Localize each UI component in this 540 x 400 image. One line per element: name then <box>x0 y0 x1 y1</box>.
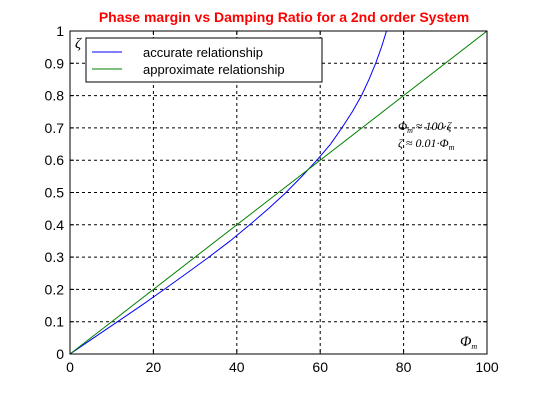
y-tick-label: 0 <box>56 346 64 362</box>
legend-box <box>85 37 323 83</box>
x-tick-label: 20 <box>146 359 162 375</box>
y-tick-label: 0.1 <box>45 314 65 330</box>
x-axis-label: Φm <box>460 334 477 351</box>
x-tick-label: 100 <box>475 359 499 375</box>
y-tick-label: 0.8 <box>45 88 65 104</box>
y-tick-label: 0.2 <box>45 281 65 297</box>
svg-text:Φm: Φm <box>460 334 477 351</box>
x-tick-label: 40 <box>229 359 245 375</box>
annotation-text: ζ ≈ 0.01·Φm <box>398 136 455 152</box>
x-tick-label: 80 <box>396 359 412 375</box>
series-line-1 <box>70 31 387 354</box>
y-tick-label: 0.4 <box>45 217 65 233</box>
series-group <box>70 31 487 354</box>
annotations: Φm ≈ 100·ζζ ≈ 0.01·Φm <box>398 119 455 152</box>
legend-entry: approximate relationship <box>143 62 285 77</box>
y-axis-label: ζ <box>75 36 82 52</box>
y-tick-label: 0.3 <box>45 249 65 265</box>
y-tick-label: 0.5 <box>45 185 65 201</box>
y-tick-label: 0.9 <box>45 55 65 71</box>
annotation-text: Φm ≈ 100·ζ <box>398 119 453 135</box>
x-tick-label: 60 <box>312 359 328 375</box>
legend-entry: accurate relationship <box>143 45 263 60</box>
y-tick-label: 1 <box>56 23 64 39</box>
tick-group: 0 20 40 60 80 100 0 0.1 0.2 0.3 0.4 0.5 0.6 0.7 0.8 0.9… <box>45 23 499 375</box>
series-line-2 <box>70 31 487 354</box>
chart-title: Phase margin vs Damping Ratio for a 2nd … <box>99 9 469 25</box>
legend: accurate relationship approximate relatio… <box>85 37 323 83</box>
x-tick-label: 0 <box>66 359 74 375</box>
y-tick-label: 0.7 <box>45 120 65 136</box>
y-tick-label: 0.6 <box>45 152 65 168</box>
